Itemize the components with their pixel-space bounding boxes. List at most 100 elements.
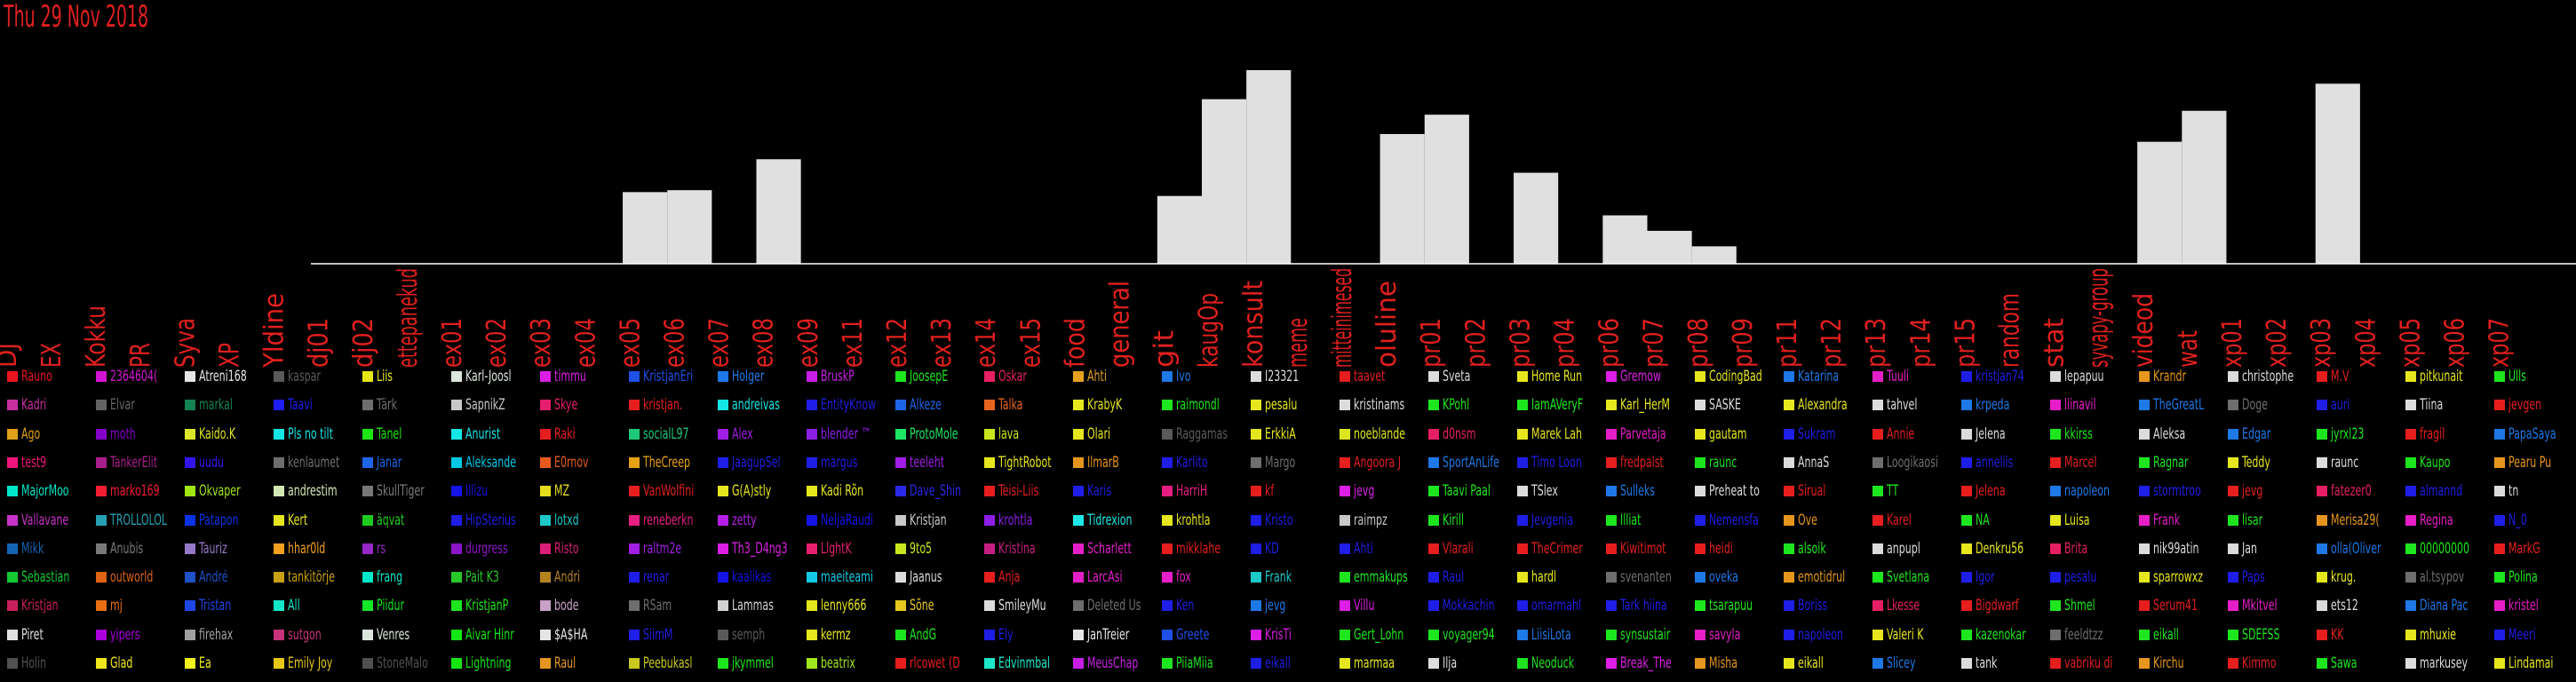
- legend-item: krpeda: [1961, 396, 2041, 414]
- legend-swatch: [1073, 600, 1084, 612]
- category-label: food: [1060, 318, 1091, 368]
- legend-swatch: [7, 543, 18, 554]
- legend-name: fragil: [2420, 424, 2445, 443]
- legend-swatch: [1606, 629, 1617, 640]
- legend-item: TankerElit: [96, 454, 176, 472]
- legend-name: MeusChap: [1087, 654, 1139, 672]
- legend-name: anpupl: [1887, 539, 1920, 558]
- legend-swatch: [2228, 456, 2238, 468]
- legend-name: G(A)stly: [732, 482, 772, 501]
- legend-name: PapaSaya: [2508, 424, 2556, 443]
- legend-item: Jevgenia: [1517, 512, 1597, 529]
- legend-name: Kirill: [1443, 511, 1464, 529]
- legend-swatch: [451, 543, 462, 554]
- legend-name: Teisi-Liis: [998, 482, 1039, 501]
- legend-swatch: [629, 456, 640, 468]
- legend-name: mj: [110, 597, 123, 615]
- legend-name: kristel: [2508, 597, 2539, 615]
- legend-swatch: [2228, 572, 2238, 583]
- legend-name: eikall: [2153, 625, 2179, 644]
- legend-name: Merisa29(: [2331, 511, 2380, 529]
- legend-item: Sirual: [1784, 482, 1864, 500]
- legend-item: TheCreep: [629, 454, 709, 472]
- category-label: DJ: [0, 343, 23, 368]
- legend-item: Kristjan: [895, 512, 975, 529]
- legend-swatch: [895, 371, 906, 382]
- category-label: EX: [36, 343, 68, 368]
- legend-swatch: [7, 428, 18, 440]
- legend-name: Lindamai: [2508, 654, 2554, 672]
- legend-item: raunc: [2317, 454, 2397, 472]
- legend-swatch: [1872, 543, 1883, 554]
- legend-swatch: [1073, 658, 1084, 669]
- legend-swatch: [1695, 456, 1705, 468]
- bar-kaugOp: [1514, 172, 1559, 264]
- legend-item: kristinams: [1340, 396, 1419, 414]
- legend-name: reneberkn: [643, 511, 694, 529]
- legend-item: Ea: [185, 654, 265, 672]
- legend-name: Neoduck: [1531, 654, 1575, 672]
- legend-item: Tauriz: [185, 540, 265, 558]
- legend-name: Ely: [998, 625, 1014, 644]
- legend-swatch: [1872, 400, 1883, 411]
- legend-item: zetty: [718, 512, 798, 529]
- legend-swatch: [451, 371, 462, 382]
- legend-swatch: [2139, 629, 2150, 640]
- legend-name: Lightning: [465, 654, 512, 672]
- legend-swatch: [185, 486, 195, 497]
- legend-swatch: [1784, 400, 1794, 411]
- legend-item: Kristjan: [7, 597, 87, 615]
- legend-name: Jevgenia: [1531, 511, 1574, 529]
- legend-swatch: [1428, 658, 1439, 669]
- legend-item: Sulleks: [1606, 482, 1686, 500]
- legend-swatch: [2050, 543, 2061, 554]
- legend-swatch: [718, 371, 728, 382]
- legend-item: mikklahe: [1162, 540, 1242, 558]
- legend-swatch: [362, 486, 373, 497]
- category-label: xp03: [2306, 318, 2337, 368]
- legend-swatch: [1251, 600, 1261, 612]
- legend-name: Luisa: [2064, 511, 2090, 529]
- legend-item: raimondl: [1162, 396, 1242, 414]
- legend-swatch: [2228, 629, 2238, 640]
- legend-item: Kaido.K: [185, 425, 265, 443]
- legend-name: Kristjan: [21, 597, 59, 615]
- legend-name: teeleht: [910, 453, 945, 472]
- legend-item: Risto: [540, 540, 620, 558]
- legend-name: Peebukasl: [643, 654, 693, 672]
- legend-item: Illizu: [451, 482, 531, 500]
- legend-item: Mikk: [7, 540, 87, 558]
- legend-name: Marcel: [2064, 453, 2097, 472]
- legend-swatch: [1428, 600, 1439, 612]
- legend-swatch: [1073, 572, 1084, 583]
- legend-item: jevgen: [2494, 396, 2574, 414]
- legend-swatch: [2050, 456, 2061, 468]
- legend-swatch: [895, 400, 906, 411]
- legend-item: emmakups: [1340, 568, 1419, 586]
- legend-item: CodingBad: [1695, 368, 1775, 385]
- legend-name: SASKE: [1709, 396, 1741, 415]
- legend-name: tank: [1976, 654, 1998, 672]
- legend-name: lava: [998, 424, 1020, 443]
- legend-item: jkymmel: [718, 654, 798, 672]
- legend-swatch: [2317, 543, 2327, 554]
- legend-swatch: [1606, 572, 1617, 583]
- legend-name: Paps: [2242, 568, 2265, 587]
- legend-swatch: [1073, 514, 1084, 526]
- legend-name: Ahti: [1354, 539, 1373, 558]
- legend-swatch: [1251, 629, 1261, 640]
- legend-item: Glad: [96, 654, 176, 672]
- legend-item: HipSterius: [451, 512, 531, 529]
- legend-item: Misha: [1695, 654, 1775, 672]
- legend-swatch: [1251, 456, 1261, 468]
- legend-name: sparrowxz: [2153, 568, 2204, 587]
- legend-name: Venres: [377, 625, 410, 644]
- legend-item: Janar: [362, 454, 442, 472]
- legend-swatch: [1340, 371, 1350, 382]
- legend-name: raunc: [2331, 453, 2359, 472]
- legend-name: beatrix: [821, 654, 855, 672]
- legend-swatch: [1872, 600, 1883, 612]
- legend-name: uudu: [199, 453, 224, 472]
- legend-name: Mokkachin: [1443, 597, 1495, 615]
- legend-item: Sawa: [2317, 654, 2397, 672]
